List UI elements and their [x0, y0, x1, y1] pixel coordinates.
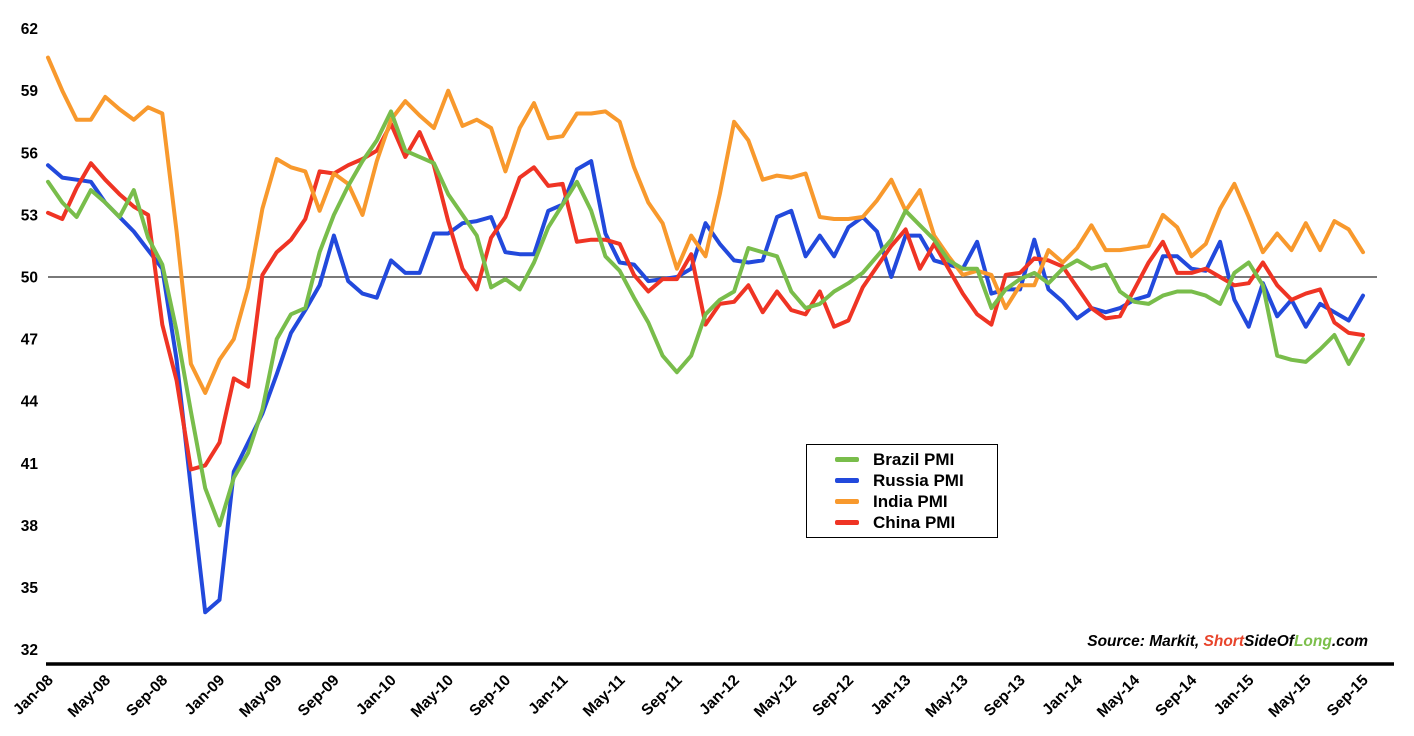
series-lines [46, 55, 1365, 615]
y-tick-label: 35 [21, 580, 39, 597]
russia-line-swatch [835, 478, 859, 483]
y-tick-label: 47 [21, 332, 38, 349]
x-tick-label: May-11 [580, 672, 629, 721]
legend-item-india: India PMI [835, 491, 997, 512]
x-tick-label: Jan-10 [353, 672, 400, 719]
y-tick-label: 56 [21, 145, 39, 162]
x-tick-label: Sep-11 [638, 672, 686, 720]
source-suffix: .com [1331, 633, 1368, 650]
x-tick-label: Sep-10 [466, 672, 514, 720]
x-tick-label: Sep-09 [295, 672, 343, 720]
x-tick-label: Sep-12 [809, 672, 857, 720]
x-tick-label: May-14 [1094, 672, 1143, 721]
x-tick-label: May-08 [65, 672, 114, 721]
x-tick-label: Jan-09 [182, 672, 229, 719]
series-line-brazil-pmi [46, 109, 1365, 528]
brand-sideof: SideOf [1243, 633, 1294, 650]
legend-label-russia: Russia PMI [873, 471, 964, 490]
legend-item-china: China PMI [835, 512, 997, 533]
series-line-china-pmi [46, 121, 1365, 472]
legend: Brazil PMI Russia PMI India PMI China PM… [806, 444, 998, 538]
x-tick-label: Sep-08 [123, 672, 171, 720]
series-line-russia-pmi [46, 159, 1365, 615]
legend-label-china: China PMI [873, 513, 956, 532]
china-line-swatch [835, 520, 859, 525]
brand-long: Long [1293, 633, 1332, 650]
series-line-india-pmi [46, 55, 1365, 395]
x-axis-tick-labels: Jan-08 May-08 Sep-08 Jan-09 May-09 Sep-09 Jan-… [10, 672, 1372, 721]
y-axis-tick-labels: 62 59 56 53 50 47 44 41 38 35 32 [21, 21, 39, 659]
y-tick-label: 44 [21, 394, 39, 411]
y-tick-label: 38 [21, 518, 39, 535]
x-tick-label: Jan-15 [1211, 672, 1258, 719]
x-tick-label: Jan-08 [10, 672, 57, 719]
x-tick-label: May-13 [922, 672, 971, 721]
x-tick-label: Jan-12 [696, 672, 743, 719]
x-tick-label: May-10 [408, 672, 457, 721]
y-tick-label: 62 [21, 21, 38, 38]
legend-item-brazil: Brazil PMI [835, 449, 997, 470]
india-line-swatch [835, 499, 859, 504]
x-tick-label: May-12 [751, 672, 800, 721]
y-tick-label: 59 [21, 83, 39, 100]
brand-short: Short [1203, 633, 1244, 650]
x-tick-label: Sep-15 [1324, 672, 1372, 720]
brazil-line-swatch [835, 457, 859, 462]
x-tick-label: Sep-14 [1152, 672, 1200, 720]
x-tick-label: Sep-13 [981, 672, 1029, 720]
x-tick-label: May-15 [1265, 672, 1314, 721]
y-tick-label: 53 [21, 207, 39, 224]
legend-item-russia: Russia PMI [835, 470, 997, 491]
x-tick-label: Jan-11 [525, 672, 571, 718]
x-tick-label: Jan-13 [868, 672, 915, 719]
x-tick-label: May-09 [236, 672, 285, 721]
y-tick-label: 41 [21, 456, 39, 473]
y-tick-label: 32 [21, 642, 38, 659]
y-tick-label: 50 [21, 270, 38, 287]
x-tick-label: Jan-14 [1039, 672, 1086, 719]
source-prefix: Source: Markit, [1087, 633, 1204, 650]
source-attribution: Source: Markit, ShortSideOfLong.com [1087, 633, 1368, 651]
legend-label-brazil: Brazil PMI [873, 450, 955, 469]
legend-label-india: India PMI [873, 492, 948, 511]
